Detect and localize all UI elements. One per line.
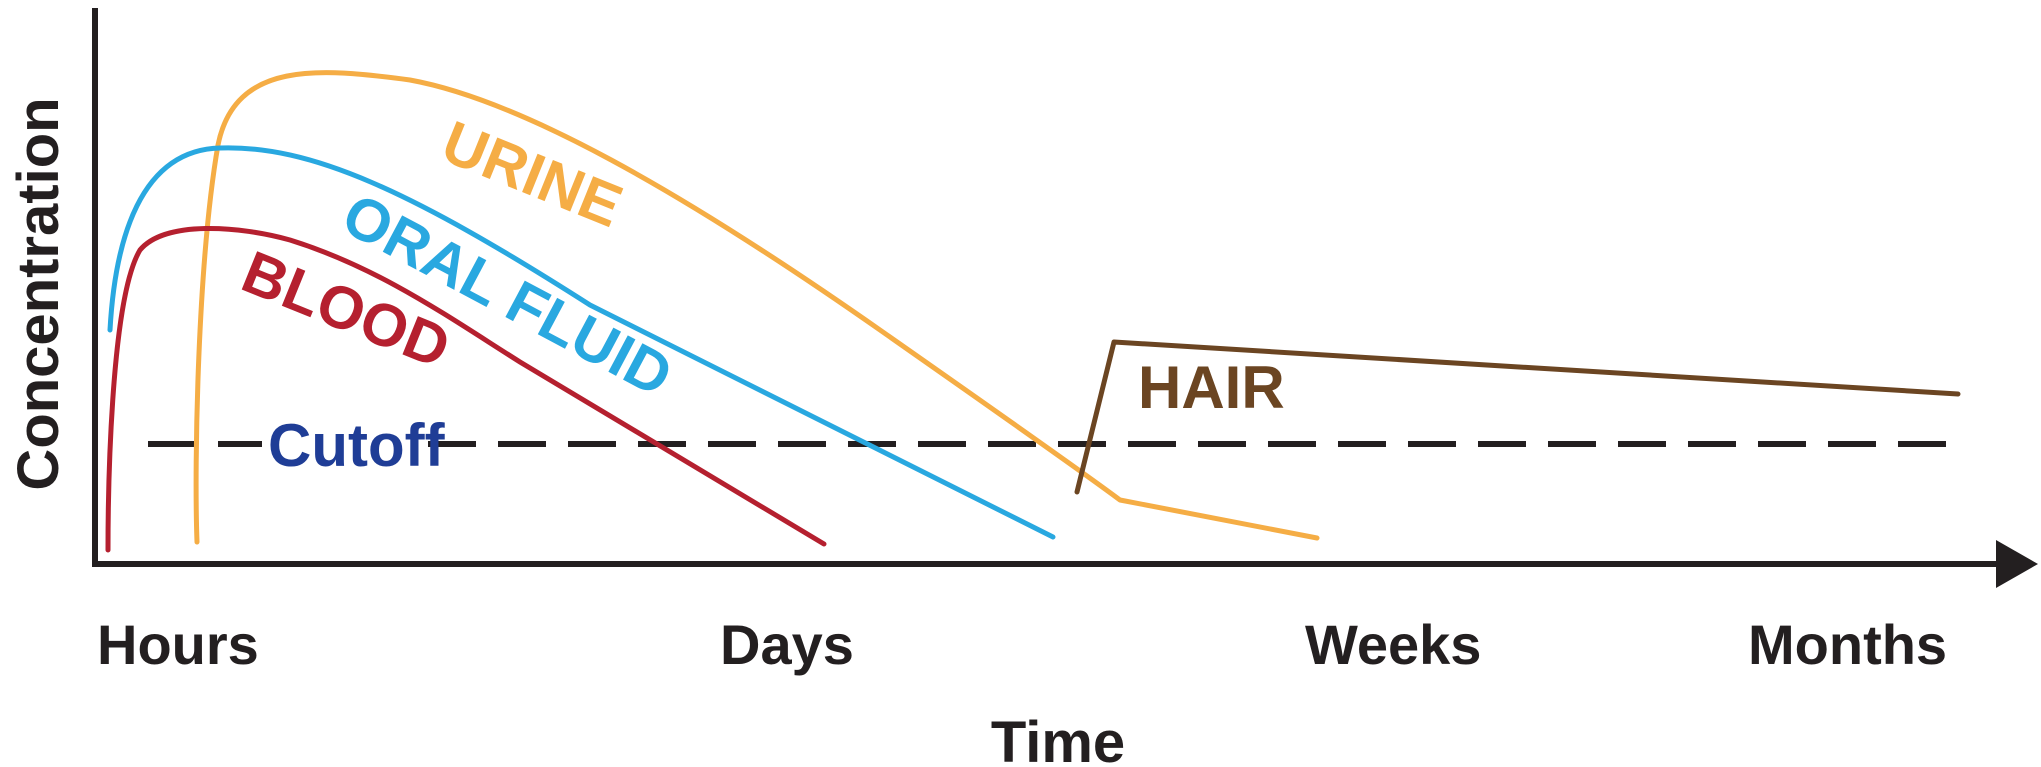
x-tick-label-hours: Hours [97, 613, 259, 676]
y-axis-title: Concentration [6, 97, 71, 490]
series-urine-line [193, 70, 1320, 545]
x-axis-title: Time [991, 710, 1125, 767]
series-hair-line [1074, 339, 1961, 495]
x-tick-label-months: Months [1748, 613, 1947, 676]
x-tick-label-weeks: Weeks [1305, 613, 1481, 676]
series-blood-line [105, 225, 827, 553]
series-oral-fluid-line [107, 145, 1056, 540]
x-tick-label-days: Days [720, 613, 854, 676]
series-label-urine: URINE [433, 108, 631, 240]
cutoff-label: Cutoff [268, 412, 446, 479]
series-label-hair: HAIR [1138, 354, 1285, 421]
x-axis-arrowhead [1996, 540, 2038, 588]
cutoff-label-backdrop [262, 404, 422, 484]
